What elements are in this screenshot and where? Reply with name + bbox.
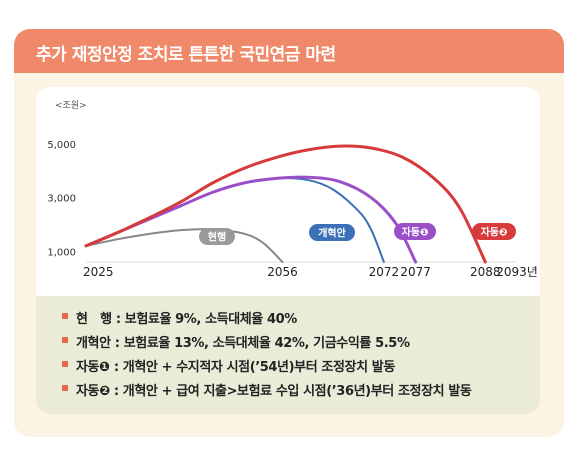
- page-title: 추가 재정안정 조치로 튼튼한 국민연금 마련: [36, 45, 336, 65]
- series-annotation-pill: [199, 228, 235, 245]
- bullet-icon: [62, 385, 68, 391]
- series-annotation-label: 자동❶: [402, 226, 429, 239]
- x-tick-label: 2072: [369, 265, 400, 279]
- y-tick-label: 1,000: [47, 247, 76, 258]
- series-annotation-pill: [472, 223, 516, 240]
- x-tick-label: 2077: [400, 265, 431, 279]
- series-line: [85, 228, 284, 263]
- series-annotation-pill: [394, 223, 436, 240]
- series-annotation-label: 개혁안: [318, 227, 346, 240]
- bullet-icon: [62, 337, 68, 343]
- notes-panel: [36, 296, 540, 414]
- series-line: [85, 177, 385, 263]
- bullet-icon: [62, 313, 68, 319]
- series-annotation-label: 현행: [208, 231, 226, 244]
- x-tick-label: 2088: [470, 265, 501, 279]
- series-line: [84, 144, 487, 264]
- note-auto1-text: 자동❶ : 개혁안 + 수지적자 시점(’54년)부터 조정장치 발동: [76, 360, 395, 375]
- y-tick-label: 5,000: [47, 140, 76, 151]
- x-tick-label: 2025: [83, 265, 114, 279]
- note-current-text: 현 행 : 보험료율 9%, 소득대체율 40%: [76, 312, 297, 327]
- note-auto2-text: 자동❷ : 개혁안 + 급여 지출>보험료 수입 시점(’36년)부터 조정장치…: [76, 384, 472, 399]
- bullet-icon: [62, 361, 68, 367]
- header-bar: 추가 재정안정 조치로 튼튼한 국민연금 마련: [14, 29, 564, 73]
- x-tick-label: 2056: [267, 265, 298, 279]
- x-tick-label: 2093년: [496, 265, 538, 279]
- y-tick-label: 3,000: [47, 194, 76, 205]
- y-axis-label: <조원>: [55, 100, 87, 111]
- note-reform-text: 개혁안 : 보험료율 13%, 소득대체율 42%, 기금수익률 5.5%: [76, 336, 410, 351]
- series-annotation-pill: [309, 224, 355, 241]
- series-annotation-label: 자동❷: [481, 226, 508, 239]
